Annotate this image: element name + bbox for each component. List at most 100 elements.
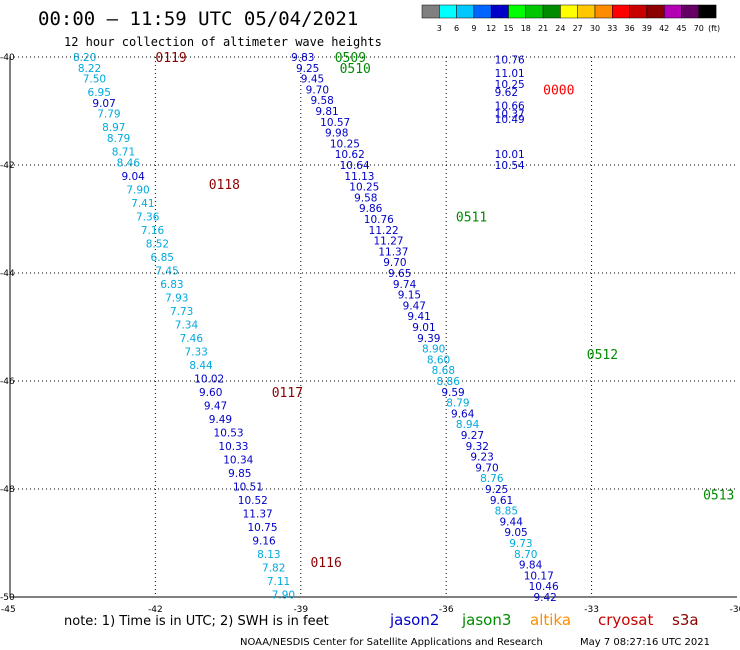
wave-height-value: 9.27 [461,430,484,442]
wave-height-value: 10.53 [214,427,244,439]
wave-height-value: 10.51 [233,481,263,493]
wave-height-value: 11.37 [378,246,408,258]
legend-label: 12 [486,24,496,33]
wave-height-value: 8.68 [432,365,455,377]
wave-height-value: 8.20 [73,52,96,64]
wave-height-value: 9.41 [407,311,430,323]
wave-height-value: 9.70 [475,462,498,474]
wave-height-value: 10.62 [335,149,365,161]
footer-timestamp: May 7 08:27:16 UTC 2021 [580,637,710,648]
legend-swatch [473,4,492,19]
wave-height-value: 10.54 [495,160,525,172]
wave-height-value: 10.37 [495,109,525,121]
wave-height-value: 10.76 [495,55,525,67]
track-time-label: 0118 [209,178,240,193]
track-time-label: 0116 [310,556,341,571]
wave-height-value: 10.25 [349,182,379,194]
x-tick-label: -36 [439,605,454,615]
wave-values: 8.208.227.506.959.077.798.978.798.718.46… [73,52,559,604]
legend-swatch [456,4,475,19]
legend-label: 15 [503,24,513,33]
wave-height-value: 8.60 [427,354,450,366]
wave-height-value: 11.37 [243,508,273,520]
wave-height-value: 9.47 [204,400,227,412]
wave-height-value: 9.45 [301,74,324,86]
y-tick-label: -50 [0,593,15,603]
legend-label: 36 [625,24,635,33]
wave-height-value: 8.76 [480,473,504,485]
legend-unit: (ft) [708,24,720,33]
wave-height-value: 8.94 [456,419,480,431]
legend-label: 24 [555,24,565,33]
y-tick-label: -40 [0,53,15,63]
legend-altika: altika [530,611,571,629]
wave-height-value: 7.90 [126,184,149,196]
wave-height-value: 9.05 [504,527,527,539]
wave-height-value: 9.32 [466,441,489,453]
y-tick-label: -42 [0,161,15,171]
wave-height-value: 9.59 [441,387,464,399]
wave-height-value: 9.58 [310,95,333,107]
wave-height-value: 9.58 [354,192,377,204]
wave-height-value: 9.04 [121,171,145,183]
wave-height-value: 7.45 [155,265,178,277]
wave-height-value: 10.25 [330,138,360,150]
legend-swatch [439,4,457,19]
color-legend: 3 6 9 12 15 18 21 24 27 30 33 36 39 42 45 70 (ft) [421,4,720,33]
legend-swatch [612,4,630,19]
x-corner-label: -45 [1,605,16,615]
wave-height-value: 10.75 [247,522,277,534]
wave-height-value: 7.11 [267,576,290,588]
wave-height-value: 9.65 [388,268,411,280]
wave-height-value: 8.79 [446,398,469,410]
legend-label: 70 [694,24,704,33]
legend-label: 42 [659,24,669,33]
wave-height-value: 9.84 [519,560,543,572]
wave-height-value: 9.01 [412,322,435,334]
wave-height-value: 10.01 [495,149,525,161]
page-subtitle: 12 hour collection of altimeter wave hei… [64,35,382,49]
track-time-label: 0117 [272,386,303,401]
x-tick-label: -42 [148,605,163,615]
legend-jason2: jason2 [389,611,439,629]
wave-height-value: 10.52 [238,495,268,507]
legend-cryosat: cryosat [598,611,653,629]
wave-height-value: 10.25 [495,79,525,91]
wave-height-value: 9.07 [92,98,115,110]
legend-label: 18 [521,24,531,33]
wave-height-value: 7.90 [272,589,295,601]
wave-height-value: 7.41 [131,198,154,210]
wave-height-value: 9.86 [359,203,383,215]
legend-swatch [490,4,509,19]
wave-height-value: 8.13 [257,549,280,561]
wave-height-value: 11.01 [495,68,525,80]
wave-height-value: 9.61 [490,495,513,507]
wave-height-value: 9.25 [296,63,319,75]
footer-note: note: 1) Time is in UTC; 2) SWH is in fe… [64,614,329,629]
wave-height-value: 10.33 [218,441,248,453]
legend-label: 6 [454,24,459,33]
wave-height-value: 8.71 [112,147,135,159]
legend-jason3: jason3 [461,611,511,629]
wave-height-value: 10.34 [223,454,253,466]
wave-height-value: 6.95 [88,87,111,99]
wave-height-value: 10.17 [524,570,554,582]
wave-height-value: 9.73 [509,538,532,550]
wave-height-value: 7.73 [170,306,193,318]
legend-s3a: s3a [672,611,699,629]
y-tick-label: -44 [0,269,15,279]
legend-swatch [525,4,544,19]
wave-height-value: 8.85 [495,506,518,518]
wave-height-value: 9.83 [291,52,314,64]
track-time-label: 0513 [703,488,734,503]
legend-swatch [629,4,648,19]
wave-height-value: 10.66 [495,101,525,113]
wave-height-value: 8.79 [107,133,130,145]
wave-height-value: 9.60 [199,387,222,399]
wave-height-value: 9.49 [209,414,232,426]
wave-height-value: 10.76 [364,214,394,226]
track-time-label: 0511 [456,210,487,225]
wave-height-value: 7.46 [180,333,204,345]
y-tick-label: -48 [0,485,15,495]
